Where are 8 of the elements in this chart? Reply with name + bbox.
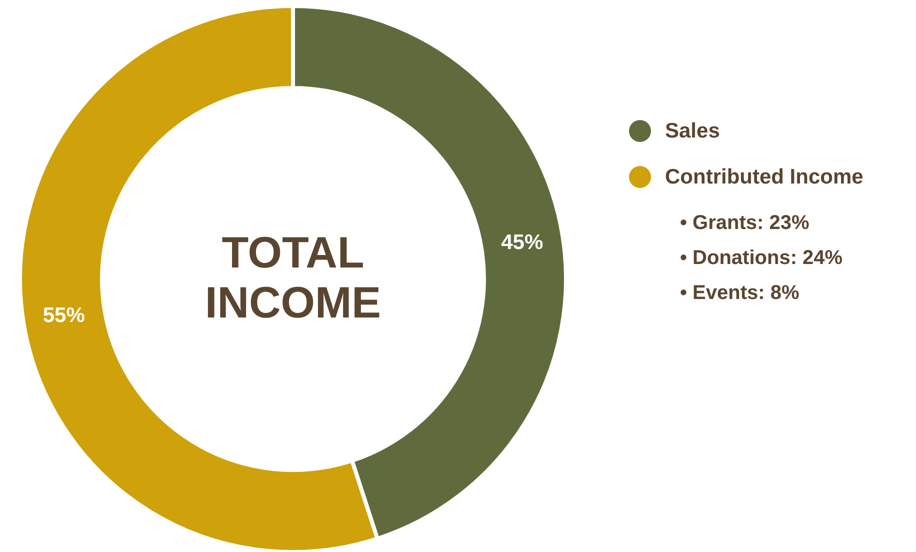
text: • Donations: 24% <box>680 247 843 269</box>
text: TOTAL INCOME <box>205 228 381 328</box>
data-label: 55% <box>42 304 86 327</box>
text: • Grants: 23% <box>680 212 810 234</box>
text: • Events: 8% <box>680 282 800 304</box>
data-label: 45% <box>501 231 544 254</box>
legend-label: Sales <box>665 120 720 142</box>
legend-label: Contributed Income <box>665 166 864 188</box>
